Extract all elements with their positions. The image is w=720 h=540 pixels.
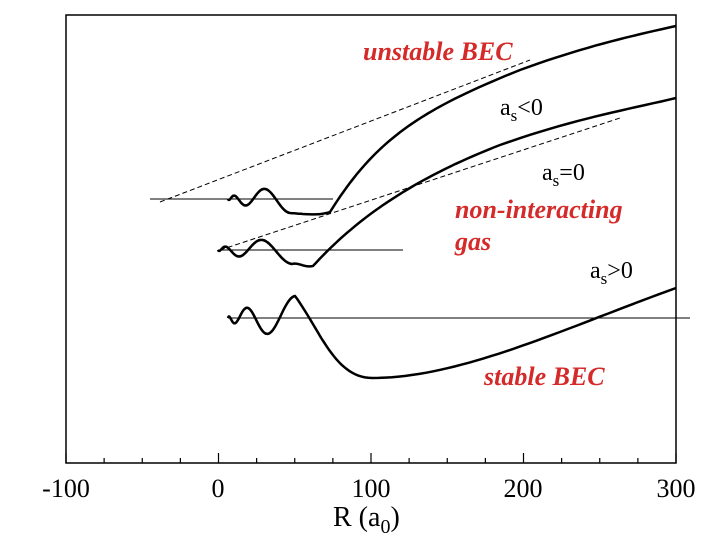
series-label-positive: as>0 — [590, 258, 633, 288]
x-tick-label: 200 — [504, 474, 543, 503]
plot-frame — [65, 14, 677, 464]
x-tick-label: 0 — [212, 474, 225, 503]
curve-scattering-positive — [226, 286, 677, 380]
annotation-gas: gas — [454, 227, 491, 256]
x-tick-label: -100 — [42, 474, 90, 503]
series-label-zero: as=0 — [542, 160, 585, 190]
asymptote-negative — [159, 59, 531, 203]
x-tick-label: 100 — [352, 474, 391, 503]
asymptote-zero — [219, 117, 621, 251]
annotation-noninteracting: non-interacting — [455, 195, 623, 224]
x-axis-ticks — [65, 453, 677, 463]
x-tick-label: 300 — [657, 474, 696, 503]
annotation-unstable: unstable BEC — [363, 37, 513, 66]
curve-scattering-zero — [216, 96, 677, 268]
x-axis-label: R (a0) — [333, 502, 400, 538]
curve-scattering-negative — [226, 24, 677, 216]
series-label-negative: as<0 — [500, 95, 543, 125]
annotation-stable: stable BEC — [483, 362, 605, 391]
